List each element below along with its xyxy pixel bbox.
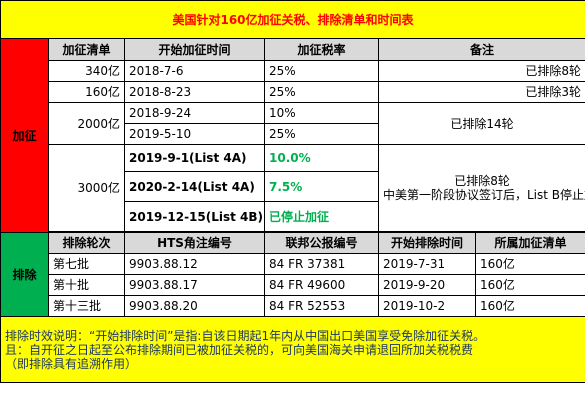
rate-cell: 10% [264,102,379,124]
header-exclusion-round: 排除轮次 [48,232,125,254]
start-date-cell: 2019-12-15(List 4B) [124,201,265,232]
table-row: 第十批 9903.88.17 84 FR 49600 2019-9-20 160… [1,274,585,296]
table-row: 3000亿 2019-9-1(List 4A) 10.0% 已排除8轮 中美第一阶… [1,144,585,232]
header-remarks: 备注 [377,38,585,61]
page-title: 美国针对160亿加征关税、排除清单和时间表 [0,0,585,39]
header-start-date: 开始加征时间 [124,38,265,61]
remark-cell: 已排除8轮 [377,60,585,82]
exclusion-date-cell: 2019-7-31 [378,253,476,275]
list-cell: 160亿 [474,274,585,296]
list-cell: 160亿 [474,295,585,317]
exclusion-date-cell: 2019-10-2 [378,295,476,317]
fr-cell: 84 FR 52553 [264,295,379,317]
start-date-cell: 2018-9-24 [124,102,265,124]
tariff-list-cell: 160亿 [48,81,125,103]
round-cell: 第十三批 [48,295,125,317]
remark-cell: 已排除3轮 [377,81,585,103]
start-date-cell: 2018-7-6 [124,60,265,82]
table-row: 第十三批 9903.88.20 84 FR 52553 2019-10-2 16… [1,295,585,317]
rate-cell: 25% [264,60,379,82]
exclusion-date-cell: 2019-9-20 [378,274,476,296]
table-row: 2019-12-15(List 4B) 已停止加征 [1,201,585,232]
rate-cell: 25% [264,123,379,145]
start-date-cell: 2019-9-1(List 4A) [124,144,265,172]
remark-line: 已排除8轮 [454,174,510,188]
remark-cell: 已排除14轮 [377,102,585,145]
fr-cell: 84 FR 37381 [264,253,379,275]
rate-cell: 10.0% [264,144,379,172]
round-cell: 第十批 [48,274,125,296]
note-line-2: 且：自开征之日起至公布排除期间已被加征关税的，可向美国海关申请退回所加关税税费 [5,342,474,357]
note-line-1: 排除时效说明：“开始排除时间”是指:自该日期起1年内从中国出口美国享受免除加征关… [5,328,486,343]
rate-cell: 25% [264,81,379,103]
start-date-cell: 2018-8-23 [124,81,265,103]
header-tariff-rate: 加征税率 [264,38,379,61]
rate-cell: 7.5% [264,171,379,202]
remark-line: 中美第一阶段协议签订后，List B停止加征，List A 2月14日后降至7.… [383,188,585,202]
header-hts-number: HTS角注编号 [124,232,265,254]
tariff-section-label: 加征 [0,38,49,233]
hts-cell: 9903.88.12 [124,253,265,275]
round-cell: 第七批 [48,253,125,275]
list-cell: 160亿 [474,253,585,275]
table-row: 第七批 9903.88.12 84 FR 37381 2019-7-31 160… [1,253,585,275]
header-exclusion-date: 开始排除时间 [378,232,476,254]
fr-cell: 84 FR 49600 [264,274,379,296]
header-tariff-list-belong: 所属加征清单 [474,232,585,254]
hts-cell: 9903.88.20 [124,295,265,317]
table-row: 340亿 2018-7-6 25% 已排除8轮 [1,60,585,82]
exclusion-notes: 排除时效说明：“开始排除时间”是指:自该日期起1年内从中国出口美国享受免除加征关… [0,316,585,383]
tariff-list-cell: 2000亿 [48,102,125,145]
tariff-list-cell: 340亿 [48,60,125,82]
header-tariff-list: 加征清单 [48,38,125,61]
tariff-list-cell: 3000亿 [48,144,125,232]
tariff-table: 美国针对160亿加征关税、排除清单和时间表 加征 加征清单 开始加征时间 加征税… [0,0,585,383]
note-line-3: （即排除具有追溯作用） [5,356,138,371]
rate-cell: 已停止加征 [264,201,379,232]
header-fr-number: 联邦公报编号 [264,232,379,254]
start-date-cell: 2020-2-14(List 4A) [124,171,265,202]
exclusion-section-label: 排除 [0,232,49,317]
table-row: 160亿 2018-8-23 25% 已排除3轮 [1,81,585,103]
hts-cell: 9903.88.17 [124,274,265,296]
start-date-cell: 2019-5-10 [124,123,265,145]
table-row: 2000亿 2018-9-24 10% 已排除14轮 [1,102,585,145]
